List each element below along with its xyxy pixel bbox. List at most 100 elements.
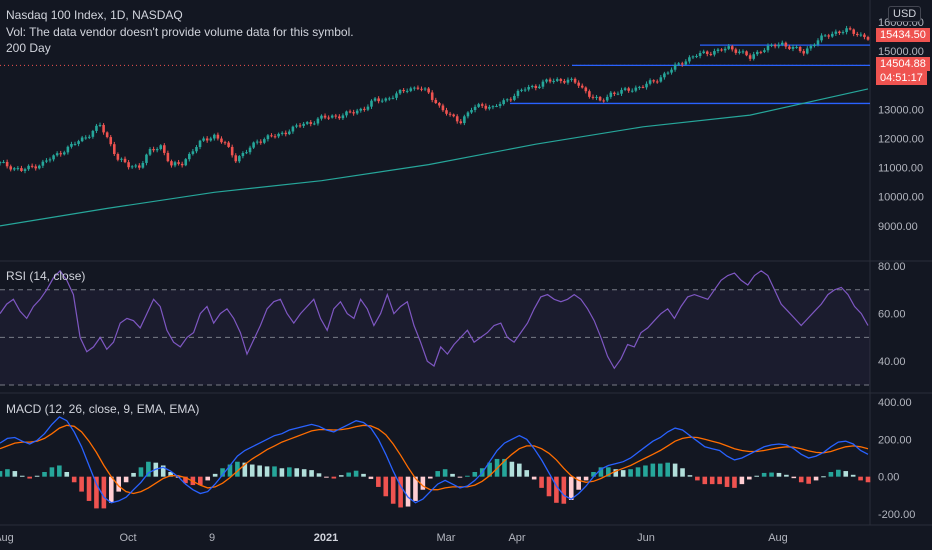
candle-body[interactable] <box>598 96 602 101</box>
candle-body[interactable] <box>591 96 595 98</box>
candle-body[interactable] <box>570 78 573 80</box>
candle-body[interactable] <box>838 31 841 34</box>
candle-body[interactable] <box>845 28 848 33</box>
candle-body[interactable] <box>863 34 866 38</box>
candle-body[interactable] <box>770 44 773 46</box>
candle-body[interactable] <box>295 125 298 127</box>
candle-body[interactable] <box>498 104 502 106</box>
candle-body[interactable] <box>41 161 45 166</box>
candle-body[interactable] <box>102 124 105 133</box>
candle-body[interactable] <box>380 100 384 102</box>
candle-body[interactable] <box>277 133 280 137</box>
candle-body[interactable] <box>377 98 380 102</box>
candle-body[interactable] <box>130 166 134 168</box>
candle-body[interactable] <box>0 162 2 164</box>
candle-body[interactable] <box>255 141 259 143</box>
candle-body[interactable] <box>563 81 566 83</box>
candle-body[interactable] <box>234 155 238 162</box>
candle-body[interactable] <box>273 136 277 138</box>
candle-body[interactable] <box>534 85 538 88</box>
candle-body[interactable] <box>595 96 598 98</box>
candle-body[interactable] <box>348 111 352 113</box>
candle-body[interactable] <box>20 168 23 171</box>
candle-body[interactable] <box>245 152 248 154</box>
ma-legend[interactable]: 200 Day <box>6 41 51 55</box>
candle-body[interactable] <box>359 108 363 111</box>
candle-body[interactable] <box>52 155 55 160</box>
candle-body[interactable] <box>291 126 295 132</box>
candle-body[interactable] <box>677 63 680 65</box>
macd-line[interactable] <box>0 416 869 504</box>
candle-body[interactable] <box>37 165 41 169</box>
candle-body[interactable] <box>48 159 52 161</box>
candle-body[interactable] <box>659 77 663 82</box>
candle-body[interactable] <box>173 162 177 166</box>
candle-body[interactable] <box>673 64 677 70</box>
candle-body[interactable] <box>755 51 759 55</box>
rsi-line[interactable] <box>0 269 869 370</box>
candle-body[interactable] <box>116 154 120 160</box>
candle-body[interactable] <box>452 114 455 117</box>
candle-body[interactable] <box>223 142 227 144</box>
candle-body[interactable] <box>670 69 673 73</box>
candle-body[interactable] <box>2 161 5 163</box>
candle-body[interactable] <box>520 89 523 91</box>
candle-body[interactable] <box>655 81 659 83</box>
candle-body[interactable] <box>745 51 748 56</box>
candle-body[interactable] <box>45 160 48 162</box>
candle-body[interactable] <box>388 98 391 100</box>
candle-body[interactable] <box>616 93 620 95</box>
candle-body[interactable] <box>155 149 159 151</box>
candle-body[interactable] <box>459 121 463 124</box>
candle-body[interactable] <box>680 63 684 65</box>
candle-body[interactable] <box>705 51 709 54</box>
candle-body[interactable] <box>641 86 645 88</box>
candle-body[interactable] <box>434 99 438 104</box>
candle-body[interactable] <box>145 154 148 163</box>
candle-body[interactable] <box>123 158 127 163</box>
candle-body[interactable] <box>773 44 777 47</box>
candle-body[interactable] <box>355 110 359 114</box>
candle-body[interactable] <box>120 158 123 160</box>
candle-body[interactable] <box>80 137 84 142</box>
candle-body[interactable] <box>448 113 452 115</box>
candle-body[interactable] <box>766 45 770 51</box>
candle-body[interactable] <box>188 153 191 160</box>
candle-body[interactable] <box>777 44 780 47</box>
candle-body[interactable] <box>488 106 491 109</box>
candle-body[interactable] <box>573 78 577 83</box>
candle-body[interactable] <box>73 143 77 145</box>
candle-body[interactable] <box>127 162 130 168</box>
candle-body[interactable] <box>748 55 752 59</box>
candle-body[interactable] <box>370 100 373 107</box>
ma200-line[interactable] <box>0 88 869 227</box>
candle-body[interactable] <box>270 135 273 137</box>
currency-button[interactable]: USD <box>888 6 922 22</box>
candle-body[interactable] <box>791 47 795 49</box>
candle-body[interactable] <box>530 85 534 88</box>
candle-body[interactable] <box>798 46 802 52</box>
candle-body[interactable] <box>298 125 302 127</box>
candle-body[interactable] <box>602 100 605 102</box>
candle-body[interactable] <box>209 138 213 141</box>
candle-body[interactable] <box>852 29 856 34</box>
candle-body[interactable] <box>284 132 288 135</box>
candle-body[interactable] <box>302 123 305 126</box>
candle-body[interactable] <box>605 96 609 101</box>
candle-body[interactable] <box>395 93 398 98</box>
candle-body[interactable] <box>484 105 488 109</box>
candle-body[interactable] <box>309 122 313 124</box>
candle-body[interactable] <box>384 98 388 101</box>
candle-body[interactable] <box>27 165 30 170</box>
candle-body[interactable] <box>163 145 166 153</box>
candle-body[interactable] <box>855 33 859 36</box>
candle-body[interactable] <box>566 79 570 83</box>
candle-body[interactable] <box>313 123 316 125</box>
candle-body[interactable] <box>77 141 80 144</box>
candle-body[interactable] <box>198 140 202 148</box>
candle-body[interactable] <box>334 115 338 117</box>
candle-body[interactable] <box>541 81 545 87</box>
candle-body[interactable] <box>620 89 623 94</box>
candle-body[interactable] <box>809 45 813 49</box>
